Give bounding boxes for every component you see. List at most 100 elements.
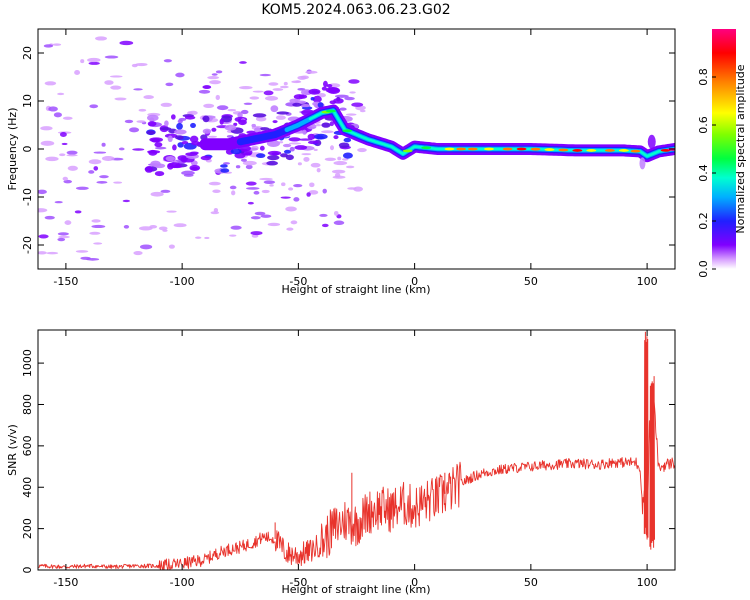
spectrogram-noise-blob bbox=[259, 177, 273, 181]
spectrogram-noise-blob bbox=[309, 182, 315, 188]
spectrogram-cluster-blob bbox=[327, 87, 341, 95]
snr-y-tick-label: 400 bbox=[21, 477, 34, 498]
colorbar-tick-label: 0.2 bbox=[697, 212, 710, 230]
spectrogram-noise-blob bbox=[319, 213, 328, 217]
spectrogram-noise-blob bbox=[290, 220, 298, 225]
spectrogram-noise-blob bbox=[246, 187, 260, 190]
spectrogram-noise-blob bbox=[89, 104, 99, 109]
spectrogram-noise-blob bbox=[150, 191, 164, 197]
snr-x-tick-label: 100 bbox=[637, 576, 658, 589]
spectrogram-noise-blob bbox=[235, 165, 241, 169]
spectrogram-noise-blob bbox=[64, 220, 72, 225]
spectrogram-hotspot bbox=[402, 149, 413, 153]
spectrogram-noise-blob bbox=[104, 80, 114, 85]
spectrogram-noise-blob bbox=[88, 170, 95, 174]
spectrogram-noise-blob bbox=[95, 36, 108, 41]
spectrogram-noise-blob bbox=[52, 43, 62, 46]
spectrogram-cluster-blob bbox=[301, 104, 311, 108]
spectrogram-noise-blob bbox=[88, 61, 100, 65]
spectrogram-cluster-blob bbox=[167, 135, 173, 143]
spectrogram-cluster-blob bbox=[321, 122, 331, 128]
spectrogram-noise-blob bbox=[175, 72, 185, 78]
spectrogram-hotspot bbox=[444, 147, 455, 151]
spectrogram-noise-blob bbox=[288, 142, 302, 145]
spectrogram-noise-blob bbox=[209, 80, 221, 85]
spectrogram-cluster-blob bbox=[164, 120, 169, 127]
snr-y-tick-label: 200 bbox=[21, 518, 34, 539]
spectrogram-noise-blob bbox=[75, 250, 89, 253]
snr-y-axis-label: SNR (v/v) bbox=[6, 424, 19, 476]
spectrogram-noise-blob bbox=[40, 126, 53, 131]
spectrogram-cluster-blob bbox=[189, 135, 199, 143]
spectrogram-noise-blob bbox=[315, 124, 322, 127]
spectrogram-cluster-blob bbox=[307, 133, 316, 140]
spectrogram-cluster-blob bbox=[146, 114, 159, 122]
spectrogram-noise-blob bbox=[202, 85, 212, 90]
spectrogram-noise-blob bbox=[348, 79, 360, 84]
spectrogram-cluster-blob bbox=[321, 86, 327, 91]
spectrogram-noise-blob bbox=[295, 80, 301, 83]
spectrogram-noise-blob bbox=[239, 85, 253, 90]
spectrogram-noise-blob bbox=[344, 96, 355, 101]
colorbar-ticks: 0.0 0.2 0.4 0.6 0.8 bbox=[697, 68, 716, 278]
spectrogram-noise-blob bbox=[91, 224, 106, 229]
spectrogram-noise-blob bbox=[124, 119, 134, 124]
spectrogram-noise-blob bbox=[204, 236, 210, 239]
spectrogram-noise-blob bbox=[166, 210, 177, 213]
spectrogram-cluster-blob bbox=[282, 143, 292, 148]
spectrogram-noise-blob bbox=[123, 225, 130, 229]
spectrogram-noise-blob bbox=[203, 103, 215, 108]
spectrogram-noise-blob bbox=[229, 185, 237, 190]
spectrogram-noise-blob bbox=[119, 40, 134, 46]
spectrogram-noise-blob bbox=[245, 164, 253, 170]
spectrogram-noise-blob bbox=[187, 111, 193, 116]
spectrogram-cluster-blob bbox=[343, 137, 352, 143]
spectrogram-noise-blob bbox=[138, 226, 153, 231]
spectrogram-noise-blob bbox=[91, 219, 101, 223]
spectrogram-hotspot bbox=[604, 149, 615, 152]
spectrogram-cluster-blob bbox=[280, 153, 288, 158]
spectrogram-noise-blob bbox=[301, 153, 312, 156]
spectrogram-noise-blob bbox=[160, 189, 171, 193]
spectrogram-noise-blob bbox=[149, 224, 158, 229]
spectrogram-noise-blob bbox=[227, 108, 237, 112]
spectrogram-cluster-blob bbox=[342, 152, 353, 159]
spectrogram-noise-blob bbox=[129, 127, 140, 133]
spectrogram-noise-blob bbox=[40, 140, 55, 146]
spectrogram-noise-blob bbox=[329, 121, 334, 127]
spectrogram-cluster-blob bbox=[267, 150, 282, 156]
spectrogram-noise-blob bbox=[313, 148, 318, 152]
spectrogram-noise-blob bbox=[163, 59, 172, 63]
spectrogram-noise-blob bbox=[241, 109, 249, 115]
spectrogram-cluster-blob bbox=[333, 135, 339, 140]
spectrogram-noise-blob bbox=[38, 208, 48, 213]
spectrogram-cluster-blob bbox=[238, 119, 247, 126]
spectrogram-noise-blob bbox=[223, 162, 231, 165]
spectrogram-x-tick-label: 100 bbox=[637, 275, 658, 288]
snr-x-tick-label: -50 bbox=[289, 576, 307, 589]
spectrogram-cluster-blob bbox=[167, 163, 174, 170]
spectrogram-noise-blob bbox=[38, 251, 47, 255]
spectrogram-noise-blob bbox=[272, 88, 284, 91]
spectrogram-noise-blob bbox=[333, 210, 339, 216]
spectrogram-noise-blob bbox=[59, 132, 67, 137]
spectrogram-noise-blob bbox=[67, 165, 78, 171]
spectrogram-noise-blob bbox=[285, 206, 297, 212]
spectrogram-cluster-blob bbox=[172, 144, 177, 151]
colorbar-tick-label: 0.4 bbox=[697, 164, 710, 182]
spectrogram-noise-blob bbox=[158, 226, 168, 231]
spectrogram-y-tick-label: -10 bbox=[21, 188, 34, 206]
spectrogram-noise-blob bbox=[101, 156, 115, 161]
spectrogram-noise-blob bbox=[75, 186, 89, 190]
spectrogram-y-tick-label: 20 bbox=[21, 46, 34, 60]
spectrogram-noise-blob bbox=[324, 157, 337, 162]
spectrogram-hotspot bbox=[484, 147, 495, 151]
spectrogram-hotspot bbox=[467, 147, 478, 151]
spectrogram-noise-blob bbox=[215, 70, 223, 74]
spectrogram-noise-blob bbox=[44, 81, 57, 86]
spectrogram-noise-blob bbox=[178, 117, 187, 121]
spectrogram-cluster-blob bbox=[176, 122, 183, 130]
spectrogram-noise-blob bbox=[305, 70, 318, 74]
spectrogram-noise-blob bbox=[342, 158, 349, 161]
